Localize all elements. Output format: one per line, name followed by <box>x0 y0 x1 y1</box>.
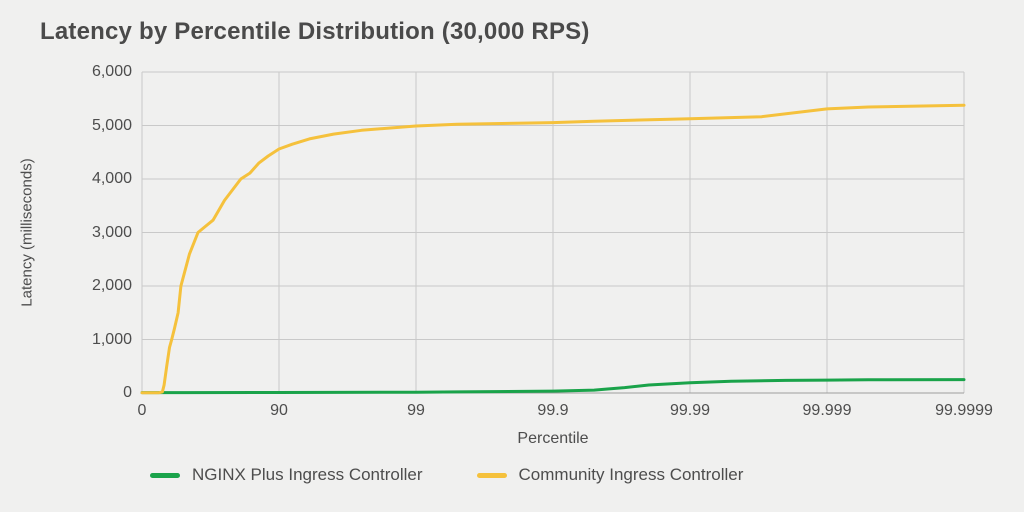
series-line-1 <box>140 103 966 395</box>
legend-label-nginx-plus: NGINX Plus Ingress Controller <box>192 465 423 484</box>
community-line-swatch-icon <box>476 472 507 478</box>
x-tick-label: 99.9 <box>537 402 569 419</box>
chart-title: Latency by Percentile Distribution (30,0… <box>40 18 590 45</box>
legend-label-community: Community Ingress Controller <box>518 465 744 484</box>
y-tick-label: 1,000 <box>91 330 132 348</box>
chart-legend: NGINX Plus Ingress Controller Community … <box>150 465 743 485</box>
y-tick-label: 5,000 <box>91 116 132 134</box>
x-tick-label: 90 <box>270 402 288 419</box>
x-tick-label: 99.999 <box>802 402 852 419</box>
legend-item-nginx-plus: NGINX Plus Ingress Controller <box>150 465 423 485</box>
y-tick-label: 3,000 <box>91 223 132 241</box>
y-tick-label: 0 <box>123 384 132 401</box>
x-tick-label: 99 <box>407 402 425 419</box>
x-axis-label: Percentile <box>517 430 589 447</box>
x-tick-label: 99.9999 <box>935 402 993 419</box>
series-line-0 <box>140 378 966 395</box>
y-tick-label: 2,000 <box>91 277 132 294</box>
legend-item-community: Community Ingress Controller <box>476 465 744 485</box>
x-tick-label: 0 <box>137 402 147 419</box>
y-tick-label: 4,000 <box>91 170 132 187</box>
y-tick-label: 6,000 <box>91 63 132 80</box>
nginx-plus-line-swatch-icon <box>150 472 180 478</box>
x-tick-label: 99.99 <box>669 402 711 419</box>
